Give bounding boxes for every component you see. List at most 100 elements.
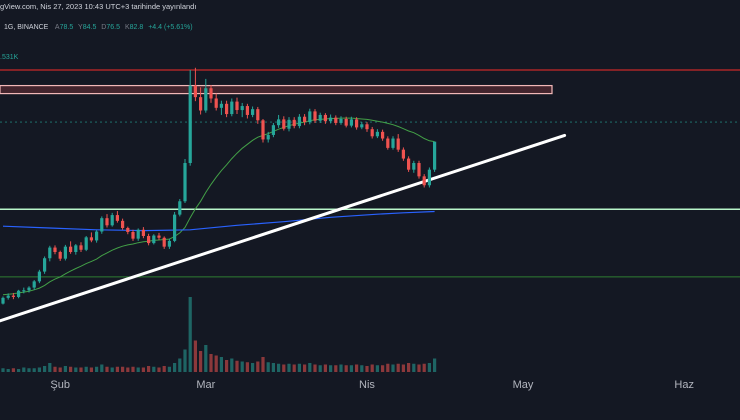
- candle-body: [126, 227, 130, 232]
- close-value: 82.8: [130, 24, 144, 31]
- candle: [417, 160, 421, 179]
- candle-body: [334, 117, 338, 123]
- close-label: K: [125, 24, 130, 31]
- volume-bar: [43, 366, 47, 372]
- candle-body: [427, 169, 431, 186]
- candle: [287, 117, 291, 132]
- volume-bar: [225, 360, 229, 372]
- candle: [17, 289, 21, 299]
- volume-bar: [69, 366, 73, 372]
- candle: [152, 234, 156, 245]
- candle-body: [375, 131, 379, 137]
- volume-bar: [271, 363, 275, 372]
- volume-bar: [131, 366, 135, 372]
- volume-bar: [433, 358, 437, 372]
- candle: [251, 106, 255, 118]
- volume-bar: [89, 367, 93, 372]
- volume-bar: [251, 363, 255, 372]
- volume-bar: [370, 364, 374, 372]
- candle: [48, 245, 52, 262]
- candle: [245, 103, 249, 119]
- open-value: 78.5: [60, 24, 74, 31]
- candle: [339, 116, 343, 125]
- volume-bar: [334, 365, 338, 372]
- volume-bar: [48, 363, 52, 372]
- candle: [334, 115, 338, 126]
- candle: [271, 122, 275, 138]
- volume-bar: [412, 363, 416, 372]
- candle-body: [178, 201, 182, 215]
- volume-bar: [17, 369, 21, 372]
- candle-body: [53, 247, 57, 253]
- candle: [162, 236, 166, 249]
- candle-body: [219, 103, 223, 108]
- candle: [370, 126, 374, 139]
- candle: [323, 113, 327, 124]
- candle-body: [84, 237, 88, 250]
- volume-bar: [303, 364, 307, 372]
- volume-bar: [167, 366, 171, 372]
- volume-bar: [261, 357, 265, 372]
- candle-body: [407, 158, 411, 170]
- candle: [141, 227, 145, 239]
- candle: [27, 286, 31, 293]
- candle: [381, 129, 385, 141]
- volume-bar: [240, 361, 244, 372]
- candle-body: [230, 101, 234, 115]
- volume-bar: [199, 351, 203, 372]
- candle: [11, 292, 15, 300]
- volume-bar: [266, 362, 270, 372]
- candle-body: [401, 149, 405, 159]
- candle: [214, 93, 218, 111]
- candle-body: [6, 295, 10, 298]
- candle-body: [32, 281, 36, 288]
- candle-body: [422, 176, 426, 186]
- candle: [277, 114, 281, 128]
- candle-body: [396, 138, 400, 150]
- candle: [43, 256, 47, 274]
- candle: [110, 212, 114, 227]
- candle: [89, 232, 93, 243]
- candle-body: [329, 117, 333, 122]
- candle-body: [37, 271, 41, 282]
- volume-bar: [277, 363, 281, 372]
- volume-bar: [79, 367, 83, 372]
- candle-body: [349, 119, 353, 126]
- volume-bar: [141, 367, 145, 372]
- candle: [147, 233, 151, 246]
- candle-body: [204, 88, 208, 111]
- volume-bar: [22, 367, 26, 372]
- volume-bar: [339, 364, 343, 372]
- candle: [318, 112, 322, 123]
- candle: [261, 118, 265, 143]
- candle: [329, 114, 333, 124]
- moving-average-short: [2, 117, 435, 296]
- candle: [360, 122, 364, 130]
- candle-body: [121, 220, 125, 228]
- candle-body: [344, 118, 348, 126]
- candle-body: [417, 163, 421, 177]
- volume-bar: [396, 363, 400, 372]
- candle: [427, 167, 431, 188]
- candle: [167, 238, 171, 249]
- volume-bar: [63, 366, 67, 372]
- candle-body: [365, 124, 369, 130]
- candle-body: [381, 131, 385, 139]
- volume-bar: [27, 368, 31, 372]
- high-value: 84.5: [83, 24, 97, 31]
- candle: [183, 159, 187, 204]
- candle: [84, 235, 88, 252]
- candle-body: [136, 229, 140, 239]
- candle-body: [225, 103, 229, 115]
- candle-body: [297, 116, 301, 127]
- candle: [115, 211, 119, 223]
- candle-body: [27, 287, 31, 291]
- candle-body: [251, 109, 255, 115]
- volume-bar: [178, 358, 182, 372]
- x-axis-tick-label: May: [513, 379, 534, 391]
- volume-bar: [297, 363, 301, 372]
- candle-body: [209, 88, 213, 99]
- volume-bar: [193, 340, 197, 372]
